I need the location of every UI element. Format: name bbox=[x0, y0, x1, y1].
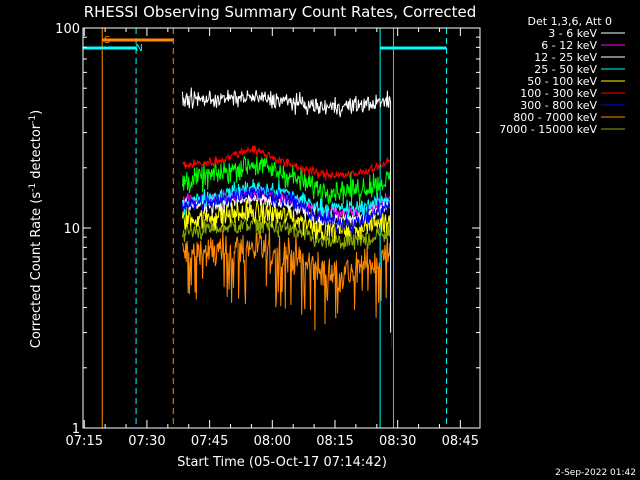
x-tick-label: 08:00 bbox=[254, 434, 291, 449]
legend-title: Det 1,3,6, Att 0 bbox=[528, 15, 612, 28]
series-line-100-300 bbox=[182, 145, 392, 181]
saa-label: S bbox=[104, 35, 110, 46]
legend-label: 50 - 100 keV bbox=[527, 75, 597, 88]
x-tick-label: 07:15 bbox=[66, 434, 103, 449]
axes: 07:15 07:30 07:45 08:00 08:15 08:30 08:45 1 10 10… bbox=[55, 22, 480, 449]
legend-label: 25 - 50 keV bbox=[534, 63, 597, 76]
y-axis-label: Corrected Count Rate (s-1 detector-1) bbox=[28, 110, 44, 348]
x-tick-label: 08:15 bbox=[316, 434, 353, 449]
y-tick-label: 100 bbox=[55, 22, 80, 37]
plot-area: SN bbox=[83, 28, 448, 428]
legend-label: 300 - 800 keV bbox=[520, 99, 597, 112]
legend-label: 100 - 300 keV bbox=[520, 87, 597, 100]
series-line-800-7000 bbox=[182, 227, 392, 331]
series-line-7000-15000 bbox=[182, 212, 392, 250]
night-label: N bbox=[135, 43, 142, 54]
legend-label: 6 - 12 keV bbox=[541, 39, 597, 52]
legend-label: 3 - 6 keV bbox=[548, 27, 597, 40]
x-tick-label: 07:45 bbox=[191, 434, 228, 449]
legend-label: 800 - 7000 keV bbox=[513, 111, 597, 124]
y-tick-label: 10 bbox=[63, 222, 80, 237]
x-tick-label: 07:30 bbox=[128, 434, 165, 449]
chart-title: RHESSI Observing Summary Count Rates, Co… bbox=[84, 3, 477, 21]
x-tick-label: 08:45 bbox=[442, 434, 479, 449]
x-axis-label: Start Time (05-Oct-17 07:14:42) bbox=[177, 455, 387, 470]
series-line-50-100 bbox=[182, 199, 392, 242]
series-line-300-800 bbox=[182, 185, 391, 234]
x-tick-label: 08:30 bbox=[379, 434, 416, 449]
y-tick-label: 1 bbox=[72, 422, 80, 437]
series-line-3-6 bbox=[182, 87, 392, 118]
series-band-12-25 bbox=[182, 154, 392, 205]
legend-label: 12 - 25 keV bbox=[534, 51, 597, 64]
legend-label: 7000 - 15000 keV bbox=[499, 123, 597, 136]
footer-date: 2-Sep-2022 01:42 bbox=[555, 468, 636, 478]
